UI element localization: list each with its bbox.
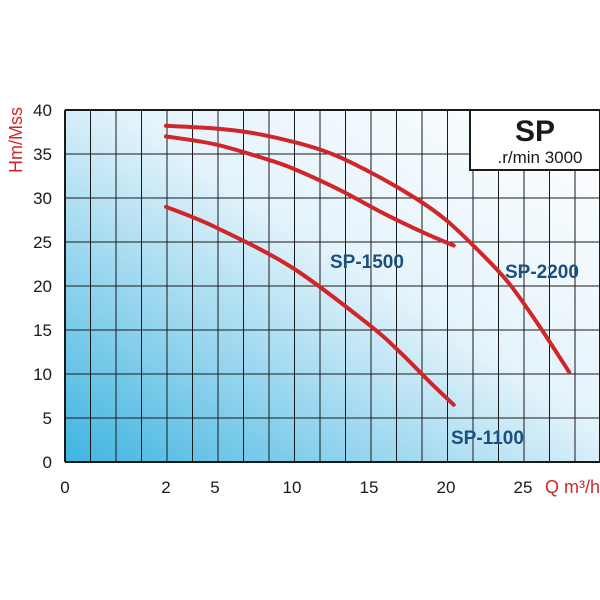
series-curves — [164, 123, 572, 407]
y-tick-label: 0 — [43, 453, 52, 472]
chart-subtitle: .r/min 3000 — [497, 148, 582, 167]
series-line-sp-1100 — [164, 204, 456, 407]
y-tick-label: 25 — [33, 233, 52, 252]
x-tick-label: 25 — [514, 478, 533, 497]
y-tick-label: 10 — [33, 365, 52, 384]
model-box: SP .r/min 3000 — [469, 109, 600, 171]
series-line-sp-2200 — [164, 123, 572, 375]
model-box-frame — [469, 109, 600, 171]
y-tick-label: 5 — [43, 409, 52, 428]
series-label-sp-2200: SP-2200 — [505, 262, 579, 283]
y-tick-label: 30 — [33, 189, 52, 208]
y-tick-label: 35 — [33, 145, 52, 164]
series-label-sp-1500: SP-1500 — [330, 252, 404, 273]
series-line-sp-1500 — [164, 134, 456, 248]
x-tick-label: 5 — [210, 478, 219, 497]
x-tick-label: 0 — [60, 478, 69, 497]
y-axis-ticks: 0 5 10 15 20 25 30 35 40 — [33, 101, 52, 472]
x-axis-title: Q m³/h — [545, 477, 600, 497]
y-tick-label: 40 — [33, 101, 52, 120]
x-tick-label: 20 — [437, 478, 456, 497]
x-tick-label: 2 — [161, 478, 170, 497]
x-tick-label: 10 — [283, 478, 302, 497]
chart-title: SP — [515, 115, 555, 148]
x-tick-label: 15 — [360, 478, 379, 497]
y-axis-title: Hm/Mss — [6, 107, 26, 173]
y-tick-label: 15 — [33, 321, 52, 340]
x-axis-ticks: 0 2 5 10 15 20 25 — [60, 478, 532, 497]
y-tick-label: 20 — [33, 277, 52, 296]
series-label-sp-1100: SP-1100 — [451, 428, 524, 449]
